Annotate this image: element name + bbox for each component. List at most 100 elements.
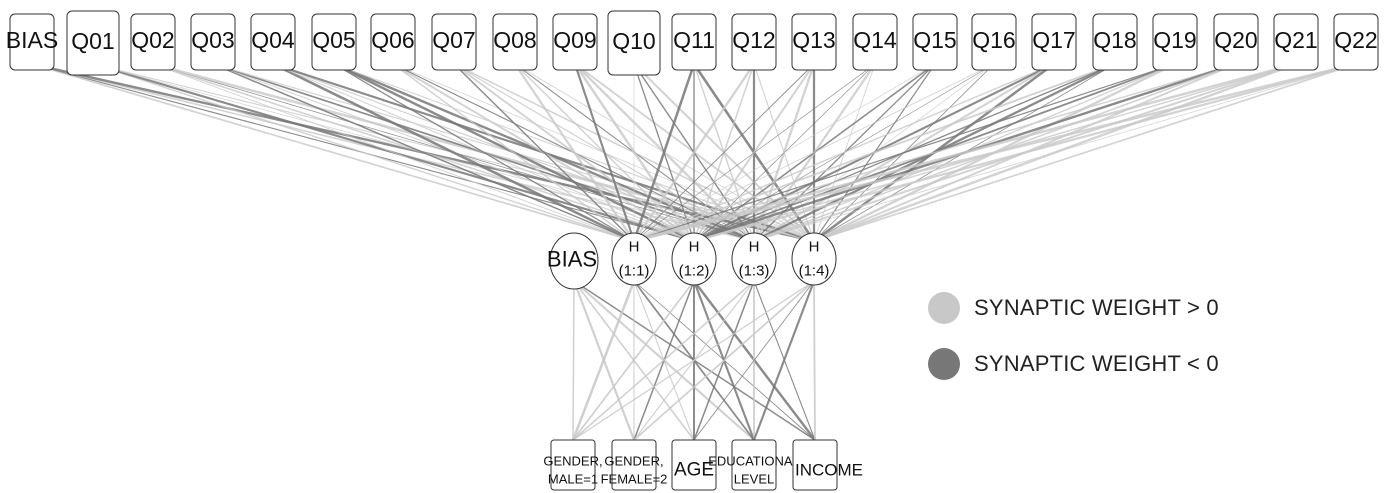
input-node-q04: Q04	[250, 13, 296, 71]
hidden-node-4: H (1:4)	[791, 232, 837, 286]
node-box	[912, 13, 958, 71]
connection-line	[633, 63, 1055, 242]
connection-line	[572, 280, 575, 441]
input-hidden-connections	[31, 62, 1357, 243]
connection-line	[633, 63, 815, 242]
connection-line	[571, 280, 636, 441]
connection-line	[573, 63, 636, 242]
input-node-q14: Q14	[852, 13, 898, 71]
node-box	[550, 439, 596, 491]
node-box	[852, 13, 898, 71]
hidden-node-sublabel: (1:4)	[799, 263, 830, 280]
node-box	[1333, 13, 1379, 71]
input-node-bias: BIAS	[6, 13, 58, 71]
input-node-q09: Q09	[552, 13, 598, 71]
node-box	[607, 10, 661, 76]
connection-line	[212, 63, 635, 242]
connection-line	[693, 280, 815, 441]
legend-negative-label: SYNAPTIC WEIGHT < 0	[974, 351, 1219, 376]
connection-line	[572, 280, 755, 441]
output-node-label: GENDER,	[543, 454, 602, 469]
connection-line	[572, 280, 815, 441]
output-node-label: EDUCATIONAL	[708, 454, 800, 469]
legend-item-positive: SYNAPTIC WEIGHT > 0	[928, 290, 1219, 326]
hidden-bias-node: BIAS	[547, 232, 599, 290]
output-node-sublabel: LEVEL	[734, 472, 774, 487]
connection-line	[392, 63, 635, 242]
node-ellipse	[611, 232, 657, 286]
input-node-label: Q05	[312, 27, 355, 53]
connection-line	[753, 280, 815, 441]
node-ellipse	[549, 232, 599, 290]
input-node-label: Q06	[371, 27, 414, 53]
node-box	[552, 13, 598, 71]
hidden-layer: BIAS H (1:1) H (1:2) H (1:3) H (1:4)	[547, 232, 837, 290]
output-node-sublabel: MALE=1	[548, 472, 598, 487]
connection-line	[633, 280, 815, 441]
connection-line	[813, 63, 1357, 242]
connection-line	[633, 62, 1357, 243]
hidden-node-sublabel: (1:2)	[679, 263, 710, 280]
hidden-node-label: H	[749, 239, 760, 256]
input-node-label: Q03	[191, 27, 234, 53]
input-node-label: Q01	[71, 28, 114, 54]
node-box	[731, 439, 777, 491]
output-node-0: GENDER, MALE=1	[543, 439, 603, 491]
input-node-q10: Q10	[607, 10, 661, 76]
input-node-q12: Q12	[731, 13, 777, 71]
input-node-q18: Q18	[1092, 13, 1138, 71]
input-node-q15: Q15	[912, 13, 958, 71]
input-layer: BIAS Q01 Q02 Q03 Q04 Q05 Q06 Q07 Q08 Q09 Q10 Q11 Q12…	[6, 10, 1379, 76]
connection-line	[633, 63, 755, 242]
node-box	[971, 13, 1017, 71]
input-node-label: Q08	[493, 27, 536, 53]
input-node-q03: Q03	[190, 13, 236, 71]
input-node-label: Q14	[853, 27, 897, 53]
input-node-label: Q13	[792, 27, 835, 53]
input-node-q02: Q02	[130, 13, 176, 71]
node-ellipse	[671, 232, 717, 286]
connection-line	[453, 63, 635, 242]
legend-positive-label: SYNAPTIC WEIGHT > 0	[974, 295, 1219, 320]
node-box	[611, 439, 657, 491]
connection-line	[572, 280, 695, 441]
input-node-label: BIAS	[6, 27, 58, 53]
connection-line	[632, 63, 696, 242]
hidden-node-label: H	[629, 239, 640, 256]
input-node-q22: Q22	[1333, 13, 1379, 71]
node-box	[791, 13, 837, 71]
input-node-label: Q02	[131, 27, 174, 53]
input-node-q01: Q01	[66, 10, 120, 76]
input-node-q20: Q20	[1213, 13, 1259, 71]
input-node-label: Q21	[1274, 27, 1317, 53]
node-box	[492, 13, 538, 71]
input-node-label: Q12	[732, 27, 775, 53]
input-node-q07: Q07	[431, 13, 477, 71]
input-node-q16: Q16	[971, 13, 1017, 71]
node-ellipse	[731, 232, 777, 286]
output-layer: GENDER, MALE=1 GENDER, FEMALE=2 AGEEDUCATION…	[543, 439, 863, 491]
input-node-q11: Q11	[671, 13, 717, 71]
node-box	[1092, 13, 1138, 71]
input-node-q13: Q13	[791, 13, 837, 71]
hidden-node-label: H	[689, 239, 700, 256]
output-node-1: GENDER, FEMALE=2	[601, 439, 668, 491]
output-node-sublabel: FEMALE=2	[601, 472, 668, 487]
node-box	[731, 13, 777, 71]
input-node-label: Q17	[1032, 27, 1075, 53]
legend-item-negative: SYNAPTIC WEIGHT < 0	[928, 346, 1219, 382]
input-node-label: Q07	[432, 27, 475, 53]
node-box	[671, 13, 717, 71]
input-node-q06: Q06	[370, 13, 416, 71]
node-box	[431, 13, 477, 71]
hidden-node-3: H (1:3)	[731, 232, 777, 286]
input-node-label: Q09	[553, 27, 596, 53]
node-box	[190, 13, 236, 71]
hidden-output-connections	[571, 280, 816, 441]
output-node-label: INCOME	[795, 461, 863, 480]
node-box	[1273, 13, 1319, 71]
node-ellipse	[791, 232, 837, 286]
node-box	[1152, 13, 1198, 71]
input-node-label: Q11	[673, 27, 715, 53]
